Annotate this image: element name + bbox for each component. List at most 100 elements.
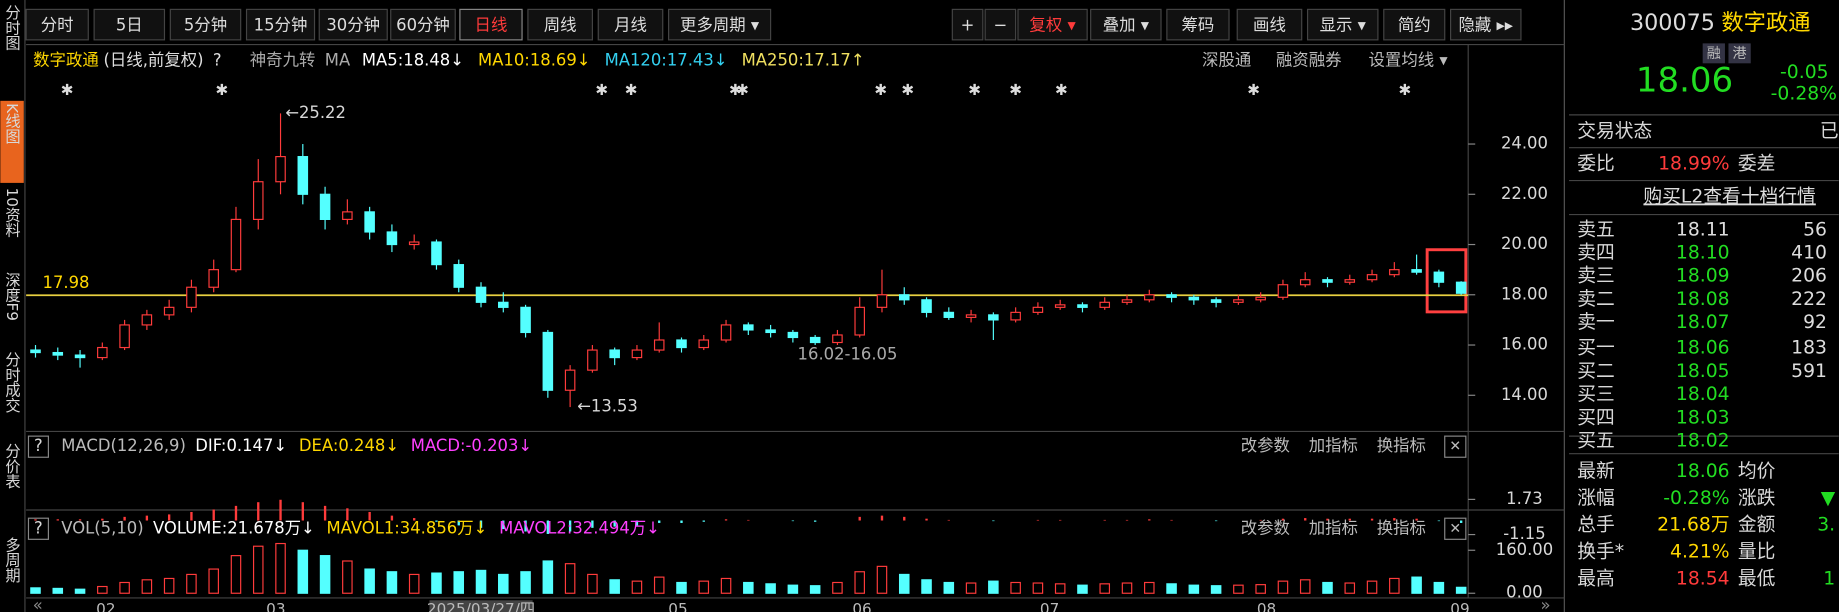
tool-label[interactable]: 复权 ▾: [1029, 15, 1076, 34]
tool-label[interactable]: 筹码: [1182, 15, 1215, 34]
book-side: 买五: [1577, 431, 1615, 452]
candle-body: [743, 324, 754, 331]
side-tab[interactable]: 分价表: [3, 443, 21, 489]
x-tick-label: 09: [1450, 600, 1469, 612]
panel-tool[interactable]: 换指标: [1377, 436, 1426, 455]
volume-bar: [275, 542, 286, 594]
period-button[interactable]: [597, 8, 664, 41]
signal-star: ✱: [968, 81, 981, 99]
legend-link[interactable]: 深股通: [1202, 50, 1251, 69]
stat-value: 3.: [1817, 515, 1835, 536]
side-tab[interactable]: 10资料: [3, 188, 21, 238]
period-label[interactable]: 日线: [475, 15, 508, 34]
panel-close[interactable]: ✕: [1449, 439, 1461, 455]
book-volume: 410: [1791, 243, 1827, 264]
side-tab[interactable]: 多周期: [3, 537, 21, 584]
tool-button[interactable]: [984, 8, 1017, 41]
volume-bar: [119, 581, 130, 594]
tool-label[interactable]: 简约: [1398, 15, 1431, 34]
panel-close[interactable]: ✕: [1449, 521, 1461, 537]
tool-button[interactable]: [1450, 8, 1522, 41]
x-tick-label: 05: [668, 600, 687, 612]
tool-button[interactable]: [1090, 8, 1162, 41]
tool-label[interactable]: 叠加 ▾: [1103, 15, 1150, 34]
l2-link[interactable]: 购买L2查看十档行情: [1643, 185, 1815, 207]
period-button[interactable]: [527, 8, 593, 41]
tool-button[interactable]: [1017, 8, 1088, 41]
signal-star: ✱: [736, 81, 749, 99]
help-box[interactable]: [27, 435, 49, 458]
candle-body: [564, 369, 576, 391]
label: 交易状态: [1577, 120, 1652, 142]
period-button[interactable]: [245, 8, 316, 41]
candle-body: [364, 211, 375, 233]
tool-label[interactable]: 隐藏 ▸▸: [1459, 15, 1514, 34]
tool-button[interactable]: [1166, 8, 1230, 41]
period-label[interactable]: 5分钟: [184, 15, 227, 34]
volume-bar: [1144, 581, 1155, 594]
candle-body: [186, 286, 197, 308]
period-button[interactable]: [459, 8, 523, 41]
highlight-box: [1425, 248, 1468, 314]
volume-bar: [342, 560, 353, 594]
candle-body: [921, 299, 932, 313]
period-button[interactable]: [390, 8, 456, 41]
period-label[interactable]: 月线: [614, 15, 647, 34]
panel-tool[interactable]: 换指标: [1377, 518, 1426, 537]
period-label[interactable]: 周线: [544, 15, 577, 34]
tool-button[interactable]: [1306, 8, 1379, 41]
candle-body: [475, 286, 487, 303]
panel-tool[interactable]: 加指标: [1309, 518, 1358, 537]
legend-text: MA10:18.69↓: [478, 50, 591, 69]
help-box[interactable]: [27, 517, 49, 540]
scroll-left[interactable]: «: [33, 596, 43, 612]
candle-body: [1166, 294, 1177, 298]
legend-link[interactable]: 融资融券: [1276, 50, 1342, 69]
y-tick-label: 160.00: [1496, 540, 1553, 559]
period-button[interactable]: [318, 8, 388, 41]
candle-body: [520, 306, 531, 334]
period-button[interactable]: [169, 8, 242, 41]
period-label[interactable]: 分时: [41, 15, 74, 34]
close-box[interactable]: [1444, 435, 1467, 458]
side-tab[interactable]: 分时图: [3, 5, 21, 51]
side-tab[interactable]: 分时成交: [3, 352, 21, 413]
candle-body: [1210, 299, 1222, 303]
tool-label[interactable]: 画线: [1253, 15, 1286, 34]
side-tab[interactable]: K线图: [3, 103, 21, 144]
candle-body: [1010, 311, 1021, 321]
tool-label[interactable]: +: [961, 15, 975, 34]
panel-tool[interactable]: 加指标: [1309, 436, 1358, 455]
tool-label[interactable]: −: [994, 15, 1008, 34]
period-label[interactable]: 30分钟: [326, 15, 380, 34]
close-box[interactable]: [1444, 517, 1467, 540]
tool-label[interactable]: 显示 ▾: [1320, 15, 1367, 34]
legend-link[interactable]: 设置均线 ▾: [1369, 50, 1449, 69]
volume-bar: [1277, 580, 1289, 594]
volume-bar: [1255, 584, 1266, 594]
tool-button[interactable]: [1383, 8, 1446, 41]
period-button[interactable]: [25, 8, 89, 41]
candle-body: [587, 349, 598, 371]
period-label[interactable]: 60分钟: [396, 15, 450, 34]
panel-tool[interactable]: 改参数: [1241, 436, 1290, 455]
x-tick-label: 06: [852, 600, 871, 612]
period-label[interactable]: 5日: [116, 15, 143, 34]
scroll-right[interactable]: »: [1541, 596, 1551, 612]
period-button[interactable]: [93, 8, 166, 41]
volume-bar: [52, 587, 64, 594]
annotation: ←13.53: [577, 397, 638, 416]
period-label[interactable]: 15分钟: [254, 15, 308, 34]
side-tab[interactable]: 深度F9: [3, 272, 21, 321]
candle-body: [1099, 301, 1111, 308]
period-button[interactable]: [668, 8, 772, 41]
tool-button[interactable]: [1236, 8, 1303, 41]
volume-bar: [1210, 585, 1222, 594]
panel-tool[interactable]: 改参数: [1241, 518, 1290, 537]
panel-legend: MAVOL1:34.856万↓: [327, 518, 488, 537]
candle-body: [787, 331, 799, 339]
period-label[interactable]: 更多周期 ▾: [680, 15, 760, 34]
tool-button[interactable]: [951, 8, 984, 41]
legend-text: (日线,前复权): [103, 50, 203, 69]
